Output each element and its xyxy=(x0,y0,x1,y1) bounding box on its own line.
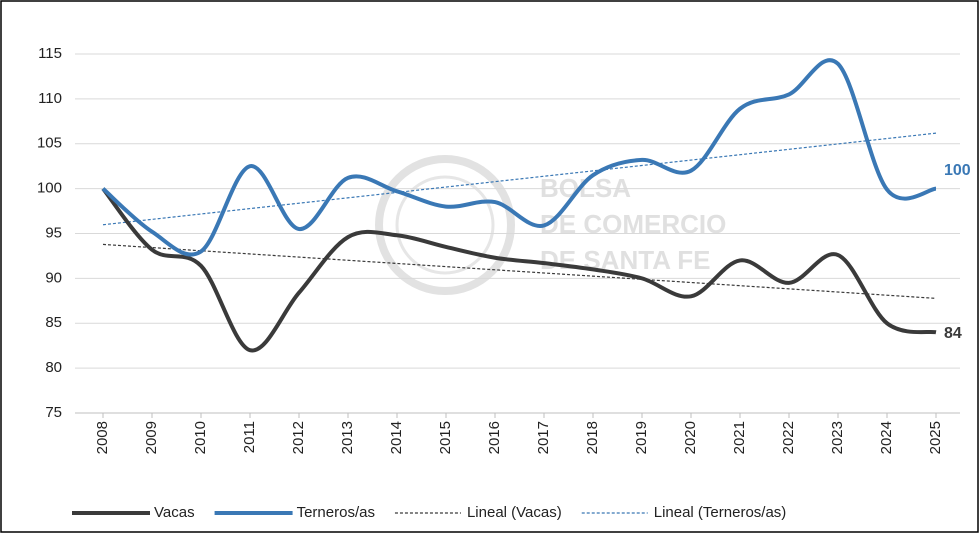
series-line xyxy=(101,58,937,257)
y-tick-label: 85 xyxy=(45,314,62,331)
y-tick-label: 105 xyxy=(37,135,62,152)
x-tick-label: 2011 xyxy=(241,421,258,453)
x-tick-label: 2016 xyxy=(486,421,503,454)
trendline xyxy=(102,243,937,299)
y-tick-label: 80 xyxy=(45,359,62,376)
x-tick-label: 2020 xyxy=(682,421,699,454)
legend-label: Vacas xyxy=(154,504,195,521)
x-tick-label: 2023 xyxy=(829,421,846,454)
x-tick-label: 2017 xyxy=(535,421,552,454)
x-tick-label: 2014 xyxy=(388,421,405,454)
y-tick-label: 90 xyxy=(45,269,62,286)
watermark-seal xyxy=(375,155,515,295)
legend-label: Lineal (Terneros/as) xyxy=(654,504,787,521)
watermark-seal xyxy=(395,175,495,275)
watermark-text: DE SANTA FE xyxy=(540,245,710,275)
x-tick-label: 2021 xyxy=(731,421,748,454)
watermark-text: BOLSA xyxy=(540,173,631,203)
legend-label: Lineal (Vacas) xyxy=(467,504,562,521)
x-tick-label: 2025 xyxy=(927,421,944,454)
x-tick-label: 2009 xyxy=(143,421,160,454)
watermark xyxy=(375,155,515,295)
x-tick-label: 2022 xyxy=(780,421,797,454)
y-tick-label: 115 xyxy=(38,45,62,62)
y-tick-label: 110 xyxy=(38,90,62,107)
x-tick-label: 2019 xyxy=(633,421,650,454)
y-tick-label: 95 xyxy=(45,224,62,241)
watermark-text: DE COMERCIO xyxy=(540,209,726,239)
end-label: 84 xyxy=(944,325,962,342)
x-tick-label: 2010 xyxy=(192,421,209,454)
x-tick-label: 2013 xyxy=(339,421,356,454)
x-tick-label: 2018 xyxy=(584,421,601,454)
x-tick-label: 2015 xyxy=(437,421,454,454)
series-line xyxy=(101,187,937,353)
x-tick-label: 2024 xyxy=(878,421,895,454)
y-tick-label: 100 xyxy=(37,180,62,197)
y-tick-label: 75 xyxy=(45,404,62,421)
x-tick-label: 2008 xyxy=(94,421,111,454)
x-tick-label: 2012 xyxy=(290,421,307,454)
legend-label: Terneros/as xyxy=(297,504,375,521)
end-label: 100 xyxy=(944,162,971,179)
